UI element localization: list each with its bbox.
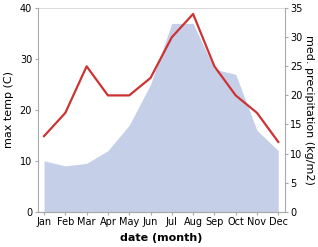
X-axis label: date (month): date (month) [120, 233, 202, 243]
Y-axis label: med. precipitation (kg/m2): med. precipitation (kg/m2) [304, 35, 314, 185]
Y-axis label: max temp (C): max temp (C) [4, 71, 14, 148]
